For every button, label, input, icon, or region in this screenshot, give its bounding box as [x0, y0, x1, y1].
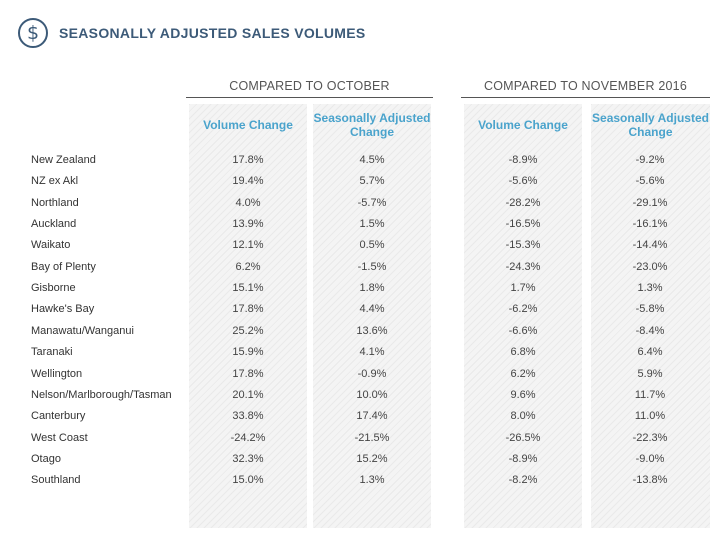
table-cell: 11.7% — [634, 389, 666, 401]
table-cell: 32.3% — [232, 453, 264, 465]
table-cell: 1.3% — [637, 282, 663, 294]
table-cell: -21.5% — [354, 432, 390, 444]
table-cell: 1.8% — [359, 282, 385, 294]
table-cell: -8.9% — [508, 154, 538, 166]
table-cell: 15.2% — [356, 453, 388, 465]
column-header-seasonally-adjusted-change: Seasonally Adjusted Change — [592, 111, 709, 139]
table-cell: 5.9% — [637, 368, 663, 380]
row-label: Southland — [31, 474, 81, 486]
table-cell: 15.0% — [232, 474, 264, 486]
column-header-volume-change: Volume Change — [478, 118, 568, 132]
row-label: Northland — [31, 197, 79, 209]
table-cell: -5.7% — [357, 197, 387, 209]
table-cell: -26.5% — [505, 432, 541, 444]
table-cell: -24.2% — [230, 432, 266, 444]
table-cell: 11.0% — [634, 410, 666, 422]
table-cell: -5.6% — [508, 175, 538, 187]
table-cell: -14.4% — [632, 239, 668, 251]
table-cell: 1.3% — [359, 474, 385, 486]
table-cell: 5.7% — [359, 175, 385, 187]
table-cell: -8.9% — [508, 453, 538, 465]
table-cell: 1.7% — [510, 282, 536, 294]
table-cell: 13.9% — [232, 218, 264, 230]
row-label: NZ ex Akl — [31, 175, 79, 187]
table-cell: 33.8% — [232, 410, 264, 422]
table-cell: -24.3% — [505, 261, 541, 273]
row-label: Auckland — [31, 218, 77, 230]
table-cell: -8.2% — [508, 474, 538, 486]
table-cell: -29.1% — [632, 197, 668, 209]
table-cell: -16.1% — [632, 218, 668, 230]
row-label: Canterbury — [31, 410, 86, 422]
table-cell: 10.0% — [356, 389, 388, 401]
table-cell: -0.9% — [357, 368, 387, 380]
row-label: Otago — [31, 453, 61, 465]
table-cell: -5.8% — [635, 303, 665, 315]
table-cell: 6.8% — [510, 346, 536, 358]
table-cell: -8.4% — [635, 325, 665, 337]
group-header-october: COMPARED TO OCTOBER — [186, 79, 433, 98]
table-cell: 9.6% — [510, 389, 536, 401]
table-cell: 17.8% — [232, 154, 264, 166]
row-label: Bay of Plenty — [31, 261, 96, 273]
table-cell: 20.1% — [232, 389, 264, 401]
table-cell: 6.2% — [510, 368, 536, 380]
table-cell: 8.0% — [510, 410, 536, 422]
row-label: Hawke's Bay — [31, 303, 95, 315]
table-cell: 17.8% — [232, 303, 264, 315]
row-label: New Zealand — [31, 154, 96, 166]
table-cell: -5.6% — [635, 175, 665, 187]
group-header-november-2016: COMPARED TO NOVEMBER 2016 — [461, 79, 710, 98]
table-cell: 15.1% — [232, 282, 264, 294]
column-background — [464, 104, 582, 528]
column-background — [189, 104, 307, 528]
table-cell: 6.4% — [637, 346, 663, 358]
table-cell: 12.1% — [232, 239, 264, 251]
table-cell: 4.1% — [359, 346, 385, 358]
table-cell: 4.4% — [359, 303, 385, 315]
page-title: SEASONALLY ADJUSTED SALES VOLUMES — [59, 25, 366, 41]
table-cell: -15.3% — [505, 239, 541, 251]
column-header-volume-change: Volume Change — [203, 118, 293, 132]
header: $ SEASONALLY ADJUSTED SALES VOLUMES — [18, 16, 366, 50]
column-background — [313, 104, 431, 528]
table-cell: 15.9% — [232, 346, 264, 358]
table-cell: 13.6% — [356, 325, 388, 337]
table-cell: -6.2% — [508, 303, 538, 315]
table-cell: -9.0% — [635, 453, 665, 465]
table-cell: -23.0% — [632, 261, 668, 273]
table-cell: -1.5% — [357, 261, 387, 273]
table-cell: 17.8% — [232, 368, 264, 380]
row-label: West Coast — [31, 432, 88, 444]
table-cell: 4.0% — [235, 197, 261, 209]
table-cell: -28.2% — [505, 197, 541, 209]
row-label: Gisborne — [31, 282, 76, 294]
row-label: Waikato — [31, 239, 71, 251]
table-cell: 19.4% — [232, 175, 264, 187]
table-cell: 6.2% — [235, 261, 261, 273]
row-label: Wellington — [31, 368, 83, 380]
table-cell: -22.3% — [632, 432, 668, 444]
table-cell: -13.8% — [632, 474, 668, 486]
column-header-seasonally-adjusted-change: Seasonally Adjusted Change — [313, 111, 431, 139]
column-background — [591, 104, 710, 528]
row-label: Nelson/Marlborough/Tasman — [31, 389, 172, 401]
dollar-circle-icon: $ — [18, 18, 48, 48]
row-label: Manawatu/Wanganui — [31, 325, 134, 337]
table-cell: 25.2% — [232, 325, 264, 337]
row-label: Taranaki — [31, 346, 73, 358]
table-cell: -9.2% — [635, 154, 665, 166]
table-cell: 0.5% — [359, 239, 385, 251]
table-cell: 17.4% — [356, 410, 388, 422]
table-cell: -6.6% — [508, 325, 538, 337]
table-cell: 4.5% — [359, 154, 385, 166]
table-cell: -16.5% — [505, 218, 541, 230]
table-cell: 1.5% — [359, 218, 385, 230]
